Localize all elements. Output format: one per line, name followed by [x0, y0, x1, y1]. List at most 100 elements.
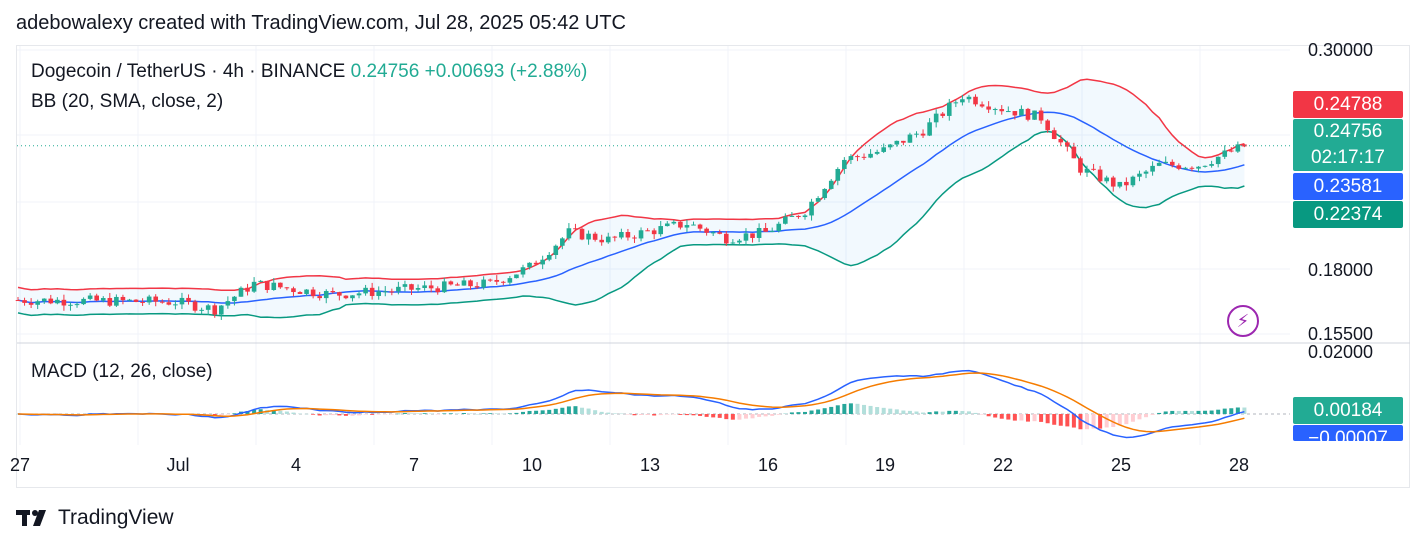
macd-histogram-bar — [1163, 411, 1168, 414]
candle-body — [868, 153, 873, 158]
macd-histogram-bar — [448, 413, 453, 414]
macd-histogram-bar — [1012, 414, 1017, 421]
bb-lower-tag: 0.22374 — [1293, 201, 1403, 228]
lightning-icon[interactable]: ⚡ — [1227, 305, 1259, 337]
macd-histogram-bar — [1176, 410, 1181, 414]
candle-body — [645, 230, 650, 232]
macd-histogram-bar — [232, 413, 237, 414]
candle-body — [186, 297, 191, 302]
candle-body — [835, 168, 841, 181]
candle-body — [901, 140, 906, 143]
macd-histogram-bar — [652, 414, 657, 416]
macd-histogram-bar — [717, 414, 722, 418]
candle-body — [1058, 139, 1064, 143]
candle-body — [481, 279, 486, 288]
date-label: 7 — [408, 455, 420, 475]
candle-body — [225, 301, 231, 306]
candle-body — [304, 289, 309, 294]
macd-histogram-bar — [1196, 410, 1201, 414]
candle-body — [369, 287, 375, 296]
candle-body — [350, 295, 355, 299]
macd-histogram-bar — [435, 414, 440, 415]
macd-histogram-bar — [868, 405, 873, 414]
macd-histogram-bar — [580, 407, 585, 414]
macd-histogram-bar — [429, 413, 434, 414]
macd-histogram-bar — [350, 414, 355, 416]
candle-body — [737, 240, 742, 243]
macd-histogram-bar — [986, 414, 991, 417]
macd-histogram-bar — [225, 414, 230, 415]
candle-body — [887, 144, 893, 148]
price-tick-mid: 0.18000 — [1308, 260, 1374, 280]
candle-body — [435, 288, 441, 293]
candle-body — [258, 280, 263, 282]
candle-body — [461, 280, 467, 286]
macd-histogram-bar — [619, 413, 624, 415]
candle-body — [776, 223, 782, 231]
macd-histogram-bar — [960, 410, 965, 414]
macd-histogram-bar — [665, 414, 670, 415]
candle-body — [1104, 177, 1109, 182]
macd-histogram-bar — [252, 409, 257, 414]
candle-body — [323, 291, 329, 299]
macd-histogram-bar — [757, 414, 762, 417]
macd-histogram-bar — [1039, 414, 1044, 422]
candle-body — [232, 296, 237, 302]
candle-body — [717, 232, 723, 234]
candle-body — [1209, 164, 1214, 166]
candle-body — [796, 215, 801, 218]
macd-histogram-bar — [973, 412, 978, 414]
macd-line-tag: −0.00007 — [1293, 425, 1403, 441]
candle-body — [1228, 150, 1234, 152]
macd-histogram-bar — [370, 414, 375, 415]
candle-body — [192, 301, 198, 311]
date-label: 22 — [992, 455, 1014, 475]
candle-body — [710, 232, 716, 234]
candle-body — [671, 221, 677, 224]
candle-body — [28, 302, 34, 305]
candle-body — [828, 180, 834, 189]
macd-histogram-bar — [507, 413, 512, 414]
candle-body — [1242, 144, 1247, 147]
candle-body — [1169, 161, 1175, 166]
candle-body — [533, 262, 539, 265]
macd-histogram-bar — [304, 413, 309, 415]
macd-histogram-bar — [1078, 414, 1083, 430]
macd-histogram-bar — [822, 408, 827, 414]
date-label: 19 — [874, 455, 896, 475]
macd-histogram-bar — [678, 414, 683, 415]
candle-body — [881, 147, 886, 152]
candle-body — [238, 287, 244, 297]
candle-body — [986, 106, 991, 110]
candle-body — [376, 291, 382, 296]
candle-body — [271, 282, 277, 291]
candle-body — [783, 216, 788, 224]
candle-body — [638, 230, 644, 239]
macd-histogram-bar — [829, 406, 834, 414]
candle-body — [1176, 165, 1182, 169]
candle-body — [278, 282, 283, 288]
macd-signal-line — [17, 372, 1245, 433]
candle-body — [87, 295, 93, 299]
macd-histogram-bar — [422, 413, 427, 414]
macd-histogram-bar — [1170, 410, 1175, 414]
candle-body — [763, 227, 768, 232]
tradingview-logo-icon — [16, 510, 46, 526]
date-label: Jul — [166, 455, 190, 475]
candle-body — [750, 233, 755, 238]
macd-histogram-bar — [376, 414, 381, 415]
macd-histogram-bar — [553, 408, 558, 414]
macd-histogram-bar — [776, 414, 781, 415]
symbol-title: Dogecoin / TetherUS · 4h · BINANCE — [31, 61, 346, 82]
candle-body — [546, 254, 552, 260]
candle-body — [455, 284, 460, 286]
macd-histogram-bar — [1006, 414, 1011, 420]
candle-body — [1150, 165, 1155, 172]
macd-histogram-bar — [1117, 414, 1122, 426]
candle-body — [55, 299, 60, 304]
candle-body — [1124, 181, 1129, 186]
candle-body — [428, 285, 434, 289]
macd-histogram-bar — [586, 408, 591, 414]
macd-histogram-bar — [547, 409, 552, 414]
